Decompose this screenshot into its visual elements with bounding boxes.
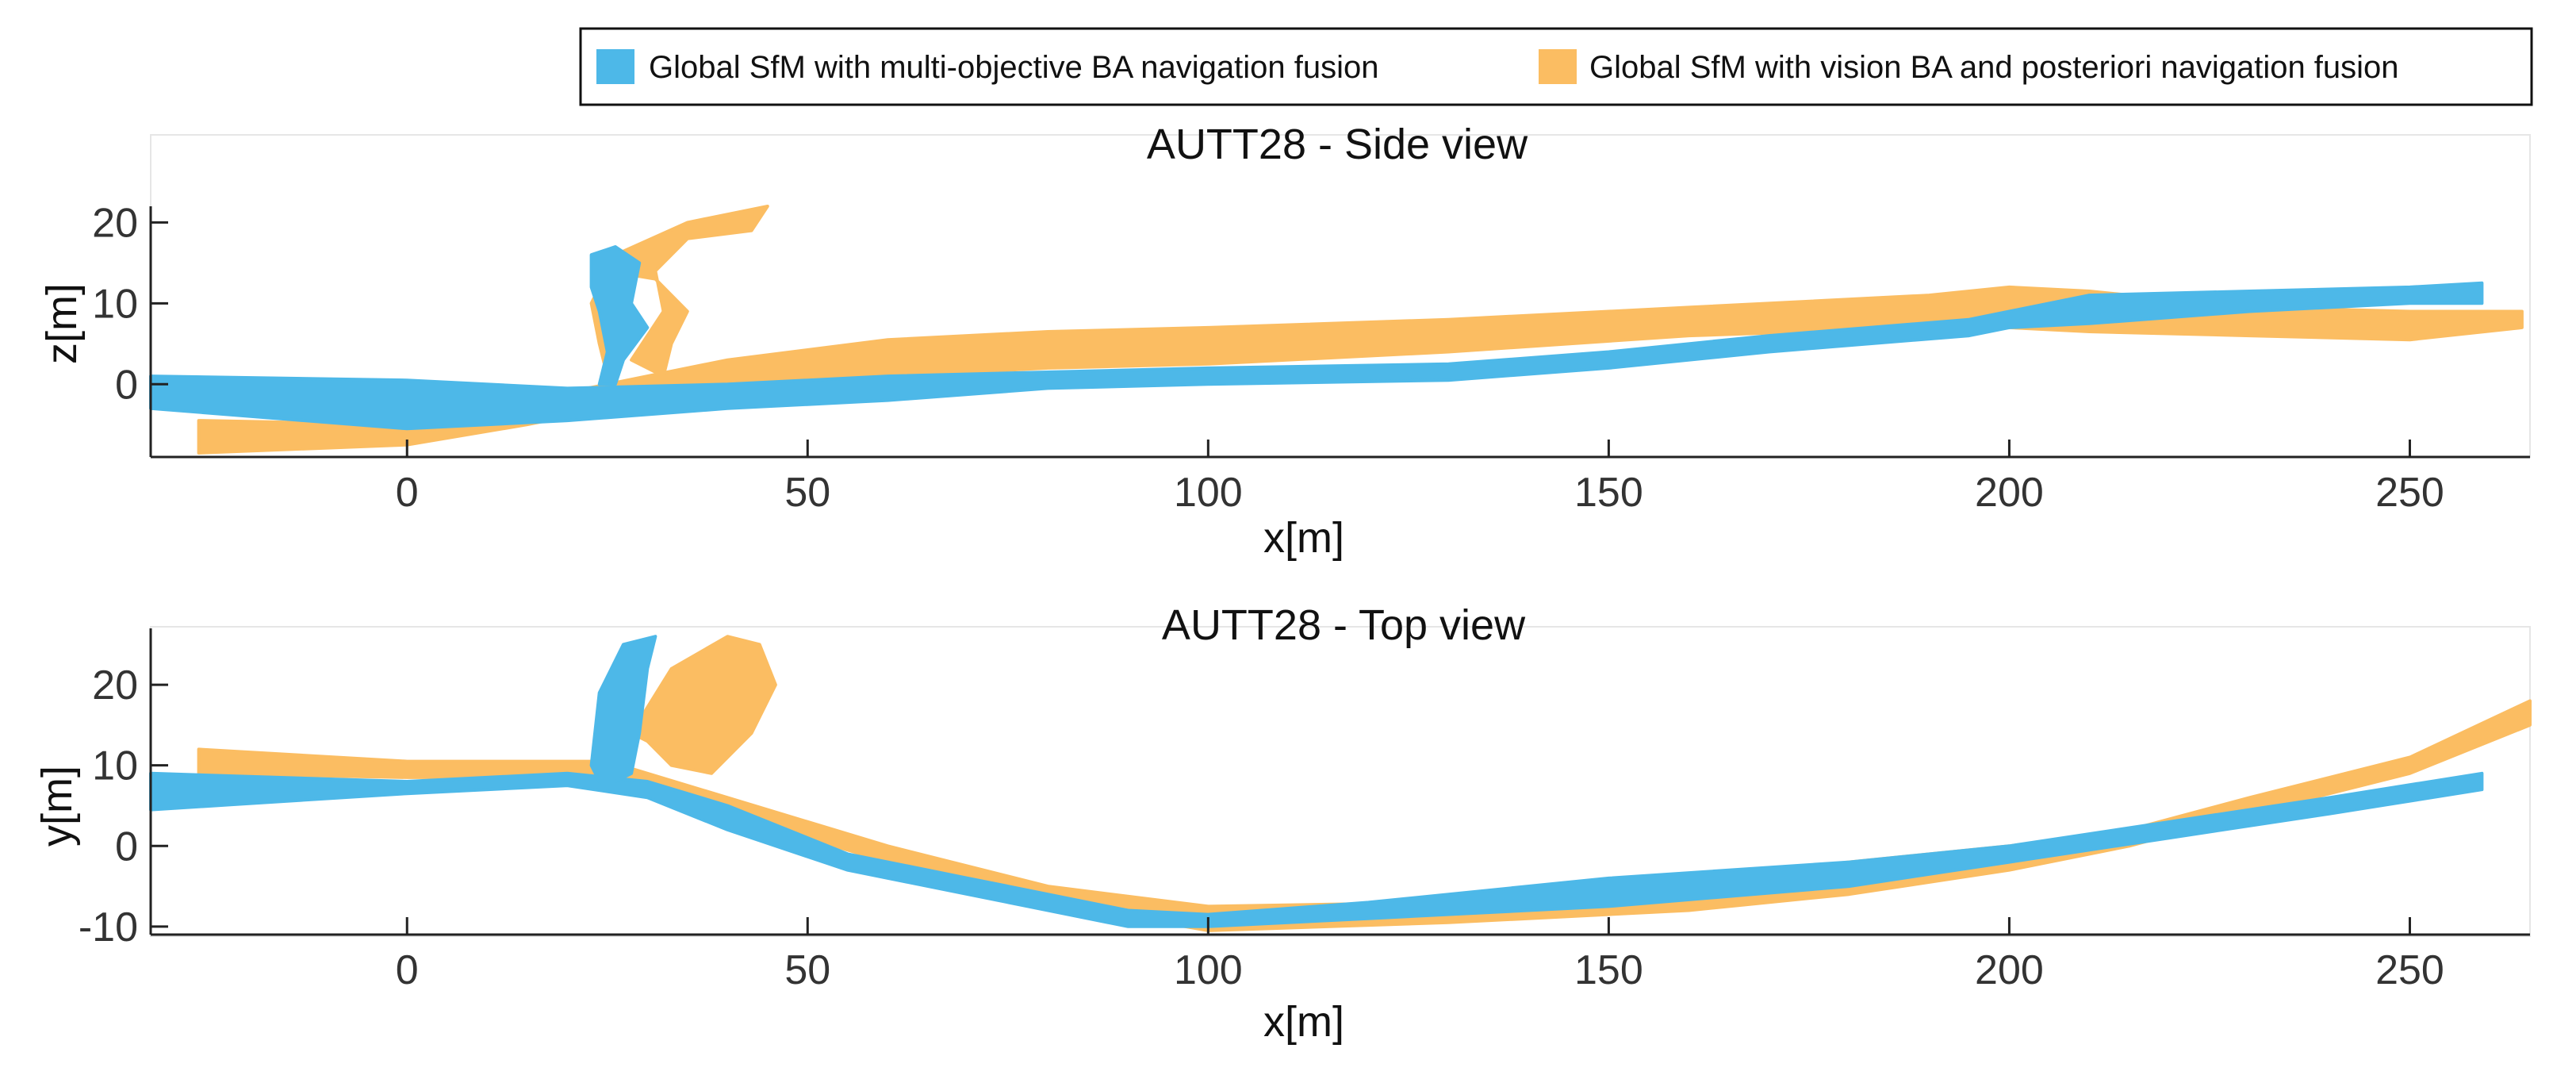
side-view-series-1-band bbox=[589, 205, 769, 378]
top-view-x-tick-label: 50 bbox=[784, 947, 830, 993]
side-view-x-tick-label: 100 bbox=[1174, 470, 1243, 516]
side-view-x-tick-label: 50 bbox=[784, 470, 830, 516]
top-view-title: AUTT28 - Top view bbox=[1162, 601, 1526, 649]
side-view-panel: AUTT28 - Side view 0 50 100 150 200 25001020 … bbox=[38, 121, 2531, 562]
legend: Global SfM with multi-objective BA navig… bbox=[579, 27, 2533, 106]
top-view-y-axis-label: y[m] bbox=[33, 766, 81, 847]
top-view-y-tick-label: 0 bbox=[115, 824, 138, 870]
side-view-x-axis-label: x[m] bbox=[1263, 514, 1344, 562]
top-view-axes: 0 50 100 150 200 250 -10 0 10 20 bbox=[79, 628, 2530, 993]
top-view-y-tick-label: 20 bbox=[92, 662, 138, 708]
side-view-y-axis-label: z[m] bbox=[38, 283, 86, 364]
legend-swatch-0 bbox=[596, 49, 634, 84]
side-view-y-tick-label: 10 bbox=[92, 281, 138, 327]
side-view-y-tick-label: 0 bbox=[115, 362, 138, 408]
top-view-x-tick-label: 200 bbox=[1975, 947, 2044, 993]
side-view-series-group bbox=[149, 205, 2524, 455]
side-view-axes: 0 50 100 150 200 250 0 10 20 bbox=[92, 200, 2530, 516]
top-view-series-1-band bbox=[630, 635, 777, 775]
top-view-series-3-band bbox=[589, 635, 657, 783]
top-view-x-tick-label: 100 bbox=[1174, 947, 1243, 993]
top-view-x-tick-label: 250 bbox=[2375, 947, 2444, 993]
side-view-x-tick-label: 0 bbox=[396, 470, 419, 516]
side-view-title: AUTT28 - Side view bbox=[1147, 121, 1528, 168]
legend-swatch-1 bbox=[1539, 49, 1577, 84]
side-view-y-tick-label: 20 bbox=[92, 200, 138, 246]
side-view-series-3-band bbox=[589, 245, 650, 386]
top-view-y-tick-label: 10 bbox=[92, 743, 138, 789]
top-view-x-tick-label: 0 bbox=[396, 947, 419, 993]
legend-entry-1-label: Global SfM with vision BA and posteriori… bbox=[1589, 50, 2399, 85]
top-view-panel: AUTT28 - Top view 0 50 100 150 200 250 -10 0 10 2… bbox=[33, 601, 2532, 1046]
legend-entry-0-label: Global SfM with multi-objective BA navig… bbox=[649, 50, 1378, 85]
side-view-series-2-band bbox=[149, 281, 2484, 431]
side-view-x-tick-label: 200 bbox=[1975, 470, 2044, 516]
top-view-series-2-band bbox=[149, 771, 2484, 928]
top-view-x-tick-label: 150 bbox=[1574, 947, 1643, 993]
side-view-x-tick-label: 150 bbox=[1574, 470, 1643, 516]
top-view-x-axis-label: x[m] bbox=[1263, 998, 1344, 1046]
side-view-x-tick-label: 250 bbox=[2375, 470, 2444, 516]
top-view-y-tick-label: -10 bbox=[79, 904, 138, 950]
top-view-series-group bbox=[149, 635, 2532, 932]
